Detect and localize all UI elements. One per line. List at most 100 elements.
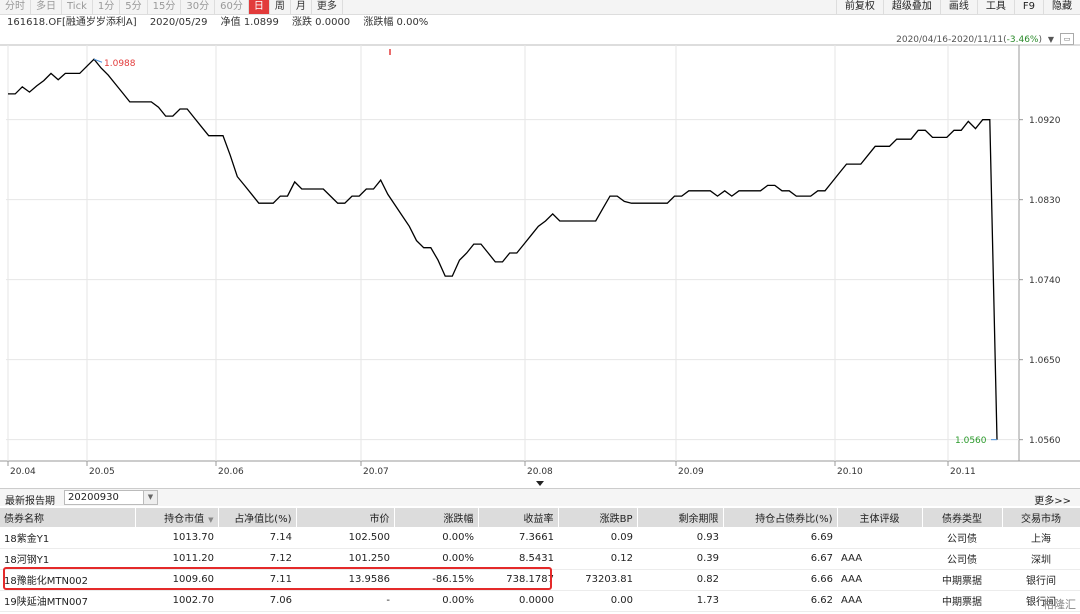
x-tick-label: 20.10 [837, 467, 863, 477]
period-tab[interactable]: 月 [291, 0, 312, 14]
table-cell: 6.62 [723, 590, 837, 612]
column-header-label: 债券类型 [942, 514, 982, 525]
table-cell [837, 527, 922, 549]
tool-button[interactable]: 工具 [976, 0, 1014, 14]
x-tick-label: 20.06 [218, 467, 244, 477]
table-row[interactable]: 18紫金Y1 1013.70 7.14 102.500 0.00% 7.3661 0.09 0… [0, 527, 1080, 549]
period-tab[interactable]: 日 [248, 0, 270, 14]
period-tab[interactable]: 1分 [93, 0, 121, 14]
column-header[interactable]: 债券名称 [0, 508, 136, 527]
watermark: 格隆汇 [1043, 598, 1076, 611]
table-cell: 0.09 [558, 527, 637, 549]
quote-info: 161618.OF[融通岁岁添利A] 2020/05/29 净值 1.0899 … [7, 17, 438, 29]
table-cell: 101.250 [296, 548, 394, 570]
column-header-label: 债券名称 [4, 514, 44, 525]
table-cell: 0.00% [394, 590, 478, 612]
period-toolbar: 分时 多日 Tick 1分 5分 15分 30分 60分日周月更多 前复权 超级叠加 画线 工具 F9… [0, 0, 1080, 15]
table-cell: 18河钢Y1 [0, 548, 135, 570]
date-range[interactable]: 2020/04/16-2020/11/11(-3.46%) [896, 35, 1042, 45]
table-cell: AAA [837, 548, 922, 570]
column-header[interactable]: 占净值比(%) [218, 508, 297, 527]
period-tab[interactable]: 周 [270, 0, 291, 14]
y-tick-label: 1.0740 [1029, 276, 1061, 286]
table-cell: 1002.70 [135, 590, 218, 612]
table-cell: 7.06 [218, 590, 296, 612]
table-cell: 1013.70 [135, 527, 218, 549]
table-cell: 6.67 [723, 548, 837, 570]
period-tab[interactable]: 30分 [181, 0, 216, 14]
period-value: 20200930 [68, 492, 119, 503]
change-pct: 涨跌幅 0.00% [363, 17, 429, 28]
x-tick-label: 20.11 [950, 467, 976, 477]
nav-line-chart[interactable]: 1.0920 1.0830 1.0740 1.0650 1.0560 20.04 20.05… [0, 0, 1080, 488]
x-tick-label: 20.04 [10, 467, 36, 477]
tool-button[interactable]: F9 [1013, 0, 1043, 14]
column-header[interactable]: 交易市场 [1002, 508, 1080, 527]
period-tab[interactable]: 更多 [312, 0, 343, 14]
column-header[interactable]: 持仓市值 ▼ [135, 508, 219, 527]
period-tab[interactable]: 5分 [120, 0, 148, 14]
table-row[interactable]: 19陕延油MTN007 1002.70 7.06-0.00% 0.0000 0.00 1.… [0, 590, 1080, 612]
chevron-down-icon[interactable]: ▼ [1047, 35, 1054, 44]
quote-date: 2020/05/29 [149, 17, 208, 28]
period-tab[interactable]: 分时 [0, 0, 31, 14]
table-cell: 深圳 [1002, 548, 1080, 570]
min-value-label: 1.0560 [955, 436, 987, 446]
column-header[interactable]: 涨跌幅 [394, 508, 479, 527]
period-tabs: 分时 多日 Tick 1分 5分 15分 30分 60分日周月更多 [0, 0, 343, 14]
tool-button[interactable]: 画线 [939, 0, 977, 14]
period-select[interactable]: 20200930 ▼ [64, 490, 158, 505]
more-link[interactable]: 更多>> [1034, 496, 1071, 507]
nav-series-line [8, 58, 998, 440]
table-cell: 1011.20 [135, 548, 218, 570]
table-cell: 7.14 [218, 527, 296, 549]
column-header-label: 主体评级 [859, 514, 900, 525]
table-cell: 1.73 [637, 590, 723, 612]
table-cell: 0.0000 [478, 590, 558, 612]
table-cell: 0.82 [637, 569, 723, 591]
y-tick-label: 1.0650 [1029, 356, 1061, 366]
x-tick-label: 20.07 [363, 467, 389, 477]
table-cell: 银行间 [1002, 569, 1080, 591]
column-header[interactable]: 涨跌BP [558, 508, 638, 527]
column-header[interactable]: 市价 [296, 508, 395, 527]
table-cell: AAA [837, 569, 922, 591]
y-tick-label: 1.0560 [1029, 436, 1061, 446]
period-tab[interactable]: Tick [62, 0, 93, 14]
period-tab[interactable]: 15分 [148, 0, 182, 14]
x-tick-label: 20.08 [527, 467, 553, 477]
column-header[interactable]: 主体评级 [837, 508, 923, 527]
range-close: ) [1038, 35, 1042, 45]
column-header-label: 涨跌幅 [443, 514, 474, 525]
column-header[interactable]: 剩余期限 [637, 508, 724, 527]
range-pct: -3.46% [1006, 35, 1039, 45]
table-cell: 0.12 [558, 548, 637, 570]
table-cell: 73203.81 [558, 569, 637, 591]
y-tick-label: 1.0920 [1029, 116, 1061, 126]
column-header-label: 市价 [369, 514, 390, 525]
table-cell: 0.00 [558, 590, 637, 612]
tool-buttons: 前复权 超级叠加 画线 工具 F9 隐藏 [835, 0, 1080, 14]
table-cell: 18紫金Y1 [0, 527, 135, 549]
max-pointer [93, 58, 103, 63]
period-tab[interactable]: 60分 [215, 0, 249, 14]
column-header[interactable]: 持仓占债券比(%) [723, 508, 838, 527]
table-row[interactable]: 18河钢Y1 1011.20 7.12 101.250 0.00% 8.5431 0.12 0… [0, 548, 1080, 570]
range-text: 2020/04/16-2020/11/11( [896, 35, 1007, 45]
table-cell: 6.69 [723, 527, 837, 549]
highlight-box [3, 567, 552, 590]
table-cell: 0.93 [637, 527, 723, 549]
tool-button[interactable]: 前复权 [835, 0, 883, 14]
change-value: 涨跌 0.0000 [292, 17, 351, 28]
column-header-label: 涨跌BP [599, 514, 633, 525]
table-row[interactable]: 18豫能化MTN002 1009.60 7.11 13.9586 -86.15% 738.… [0, 569, 1080, 591]
period-tab[interactable]: 多日 [31, 0, 62, 14]
tool-button[interactable]: 隐藏 [1043, 0, 1080, 14]
tool-button[interactable]: 超级叠加 [882, 0, 940, 14]
column-header[interactable]: 收益率 [478, 508, 559, 527]
table-cell: 中期票据 [922, 590, 1002, 612]
column-header[interactable]: 债券类型 [922, 508, 1003, 527]
x-tick-label: 20.05 [89, 467, 115, 477]
max-value-label: 1.0988 [104, 59, 136, 69]
table-cell: 0.39 [637, 548, 723, 570]
